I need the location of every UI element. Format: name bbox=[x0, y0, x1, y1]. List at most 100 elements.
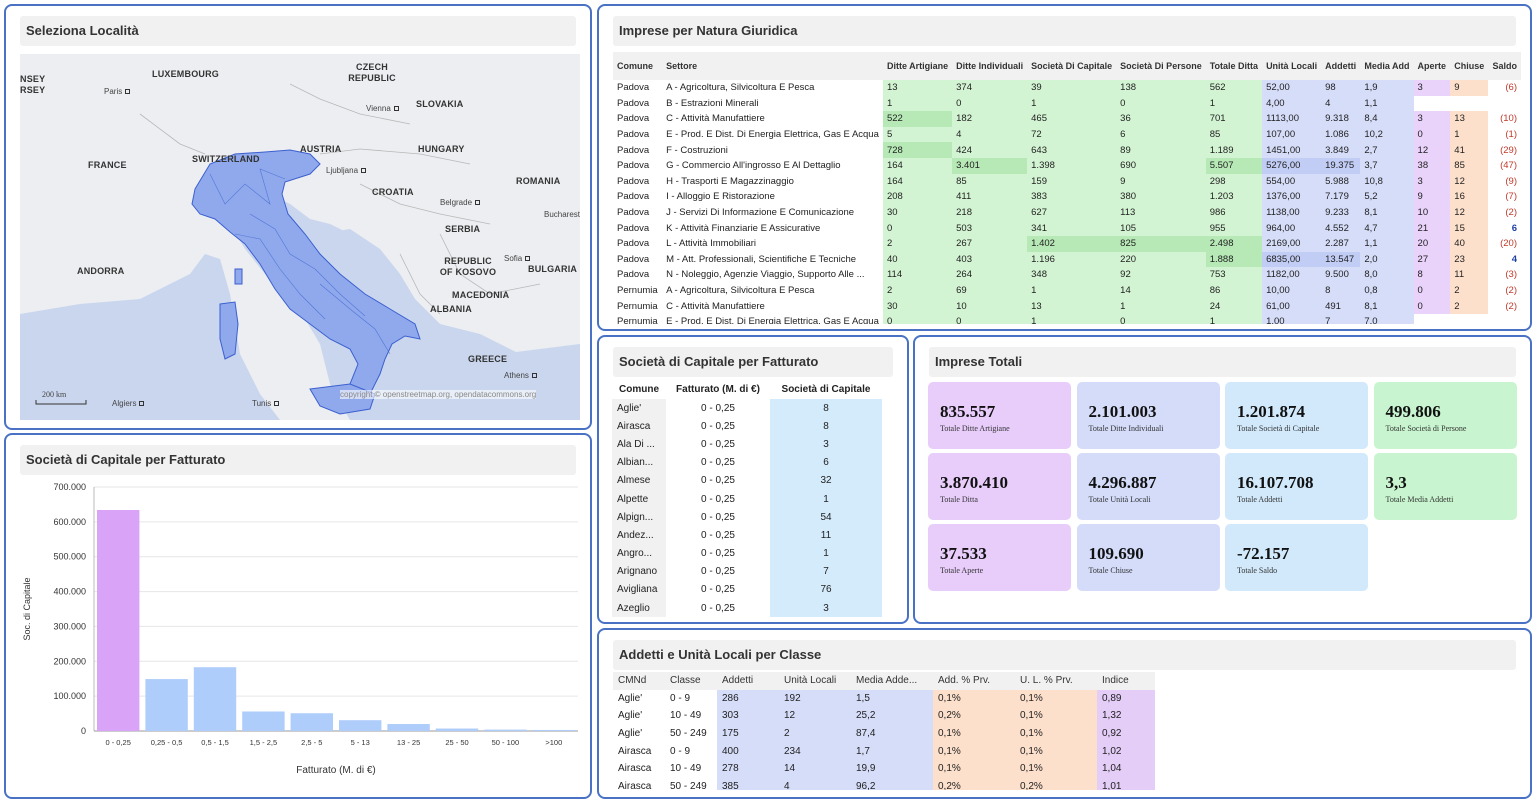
table-row[interactable]: Almese 0 - 0,25 32 bbox=[612, 471, 882, 490]
natura-header-cell[interactable]: Unità Locali bbox=[1262, 52, 1322, 80]
table-cell: 1451,00 bbox=[1262, 142, 1322, 158]
table-cell: 690 bbox=[1116, 157, 1206, 174]
bar[interactable] bbox=[435, 728, 479, 731]
addetti-header-cell[interactable]: Media Adde... bbox=[851, 672, 933, 690]
table-row[interactable]: Airasca 0 - 0,25 8 bbox=[612, 417, 882, 436]
table-cell: 27 bbox=[1413, 251, 1451, 268]
addetti-header-cell[interactable]: Unità Locali bbox=[779, 672, 851, 690]
table-row[interactable]: Alpette 0 - 0,25 1 bbox=[612, 489, 882, 509]
natura-header-cell[interactable]: Società Di Persone bbox=[1116, 52, 1206, 80]
table-row[interactable]: Pernumia C - Attività Manufattiere 30 10 13 1… bbox=[613, 298, 1521, 314]
table-row[interactable]: Pernumia E - Prod. E Dist. Di Energia Ele… bbox=[613, 313, 1521, 324]
table-cell: N - Noleggio, Agenzie Viaggio, Supporto … bbox=[666, 269, 865, 281]
map-city-sofia: Sofia bbox=[504, 254, 531, 263]
table-row[interactable]: Airasca 50 - 249 385 4 96,2 0,2% 0,2% 1,01 bbox=[613, 777, 1155, 790]
kpi-value: -72.157 bbox=[1237, 544, 1290, 563]
addetti-header-cell[interactable]: U. L. % Prv. bbox=[1015, 672, 1097, 690]
addetti-header-cell[interactable]: Add. % Prv. bbox=[933, 672, 1015, 690]
bar[interactable] bbox=[484, 729, 527, 731]
table-row[interactable]: Arignano 0 - 0,25 7 bbox=[612, 562, 882, 581]
map-label-greece: GREECE bbox=[468, 354, 508, 364]
table-row[interactable]: Padova F - Costruzioni 728 424 643 89 1.189 145… bbox=[613, 142, 1521, 158]
bar[interactable] bbox=[339, 720, 382, 731]
natura-header-cell[interactable]: Media Add bbox=[1360, 52, 1414, 80]
natura-header-cell[interactable]: Saldo bbox=[1488, 52, 1521, 80]
table-row[interactable]: Airasca 10 - 49 278 14 19,9 0,1% 0,1% 1,04 bbox=[613, 759, 1155, 778]
table-row[interactable]: Avigliana 0 - 0,25 76 bbox=[612, 580, 882, 600]
addetti-header-cell[interactable]: Addetti bbox=[717, 672, 779, 690]
natura-table-scroll[interactable]: Comune Settore Ditte Artigiane Ditte Indivi… bbox=[613, 52, 1521, 324]
table-cell: 0 - 0,25 bbox=[701, 584, 735, 596]
x-axis-label: Fatturato (M. di €) bbox=[296, 765, 375, 776]
table-row[interactable]: Ala Di ... 0 - 0,25 3 bbox=[612, 435, 882, 454]
fatturato-header-cell[interactable]: Fatturato (M. di €) bbox=[666, 379, 770, 399]
table-cell: 12 bbox=[1450, 173, 1489, 190]
table-cell: 12 bbox=[779, 707, 851, 725]
fatturato-header-cell[interactable]: Comune bbox=[612, 379, 666, 399]
table-cell: 5 bbox=[882, 126, 953, 143]
table-cell: 89 bbox=[1116, 142, 1206, 158]
table-row[interactable]: Aglie' 10 - 49 303 12 25,2 0,2% 0,1% 1,32 bbox=[613, 707, 1155, 725]
table-row[interactable]: Padova A - Agricoltura, Silvicoltura E Pe… bbox=[613, 80, 1521, 96]
table-cell: 20 bbox=[1413, 235, 1451, 252]
addetti-header-cell[interactable]: Classe bbox=[665, 672, 717, 690]
table-row[interactable]: Padova H - Trasporti E Magazzinaggio 164 85… bbox=[613, 173, 1521, 190]
table-cell: 491 bbox=[1321, 298, 1361, 314]
addetti-header-cell[interactable]: CMNd bbox=[613, 672, 665, 690]
natura-header-cell[interactable]: Aperte bbox=[1413, 52, 1451, 80]
table-row[interactable]: Alpign... 0 - 0,25 54 bbox=[612, 508, 882, 527]
table-cell: 303 bbox=[717, 707, 779, 725]
table-row[interactable]: Padova G - Commercio All'ingrosso E Al De… bbox=[613, 157, 1521, 174]
table-row[interactable]: Padova J - Servizi Di Informazione E Comu… bbox=[613, 204, 1521, 221]
table-row[interactable]: Albian... 0 - 0,25 6 bbox=[612, 453, 882, 472]
table-row[interactable]: Airasca 0 - 9 400 234 1,7 0,1% 0,1% 1,02 bbox=[613, 742, 1155, 760]
natura-header-cell[interactable]: Società Di Capitale bbox=[1027, 52, 1117, 80]
table-cell: (9) bbox=[1505, 175, 1517, 187]
y-tick-label: 100.000 bbox=[53, 691, 86, 701]
table-row[interactable]: Angro... 0 - 0,25 1 bbox=[612, 544, 882, 563]
table-cell: 1,5 bbox=[851, 689, 933, 708]
table-row[interactable]: Padova N - Noleggio, Agenzie Viaggio, Sup… bbox=[613, 267, 1521, 283]
natura-header-cell[interactable]: Totale Ditta bbox=[1205, 52, 1263, 80]
table-row[interactable]: Padova B - Estrazioni Minerali 1 0 1 0 1 4,00 4 1… bbox=[613, 95, 1521, 112]
table-row[interactable]: Aglie' 50 - 249 175 2 87,4 0,1% 0,1% 0,92 bbox=[613, 724, 1155, 743]
natura-header-cell[interactable]: Ditte Artigiane bbox=[882, 52, 953, 80]
table-row[interactable]: Pernumia A - Agricoltura, Silvicoltura E … bbox=[613, 282, 1521, 299]
table-cell bbox=[1450, 313, 1489, 324]
bar[interactable] bbox=[532, 729, 575, 731]
table-cell: 1.086 bbox=[1321, 126, 1361, 143]
table-row[interactable]: Padova C - Attività Manufattiere 522 182 465… bbox=[613, 111, 1521, 127]
table-row[interactable]: Padova E - Prod. E Dist. Di Energia Elett… bbox=[613, 126, 1521, 143]
map-area[interactable]: NSEY RSEY LUXEMBOURG CZECH REPUBLIC SLOV… bbox=[20, 54, 580, 420]
table-row[interactable]: Padova L - Attività Immobiliari 2 267 1.402 8… bbox=[613, 235, 1521, 252]
addetti-header-cell[interactable]: Indice bbox=[1097, 672, 1155, 690]
table-row[interactable]: Padova M - Att. Professionali, Scientific… bbox=[613, 251, 1521, 268]
bar[interactable] bbox=[387, 724, 430, 731]
natura-header-cell[interactable]: Ditte Individuali bbox=[952, 52, 1028, 80]
map-scale: 200 km bbox=[42, 390, 67, 399]
table-row[interactable]: Padova I - Alloggio E Ristorazione 208 411 3… bbox=[613, 189, 1521, 205]
table-row[interactable]: Andez... 0 - 0,25 11 bbox=[612, 526, 882, 545]
table-cell: 8 bbox=[770, 417, 882, 436]
table-row[interactable]: Aglie' 0 - 0,25 8 bbox=[612, 399, 882, 418]
bar[interactable] bbox=[193, 667, 237, 731]
natura-header-cell[interactable]: Settore bbox=[662, 52, 883, 80]
fatturato-header-cell[interactable]: Società di Capitale bbox=[770, 379, 882, 399]
table-cell: (2) bbox=[1505, 300, 1517, 312]
table-row[interactable]: Padova K - Attività Finanziarie E Assicur… bbox=[613, 220, 1521, 236]
bar[interactable] bbox=[97, 510, 140, 731]
natura-header-cell[interactable]: Comune bbox=[613, 52, 663, 80]
table-cell: 0 bbox=[1413, 298, 1451, 314]
table-cell: 1182,00 bbox=[1262, 267, 1322, 283]
bar[interactable] bbox=[290, 713, 333, 731]
table-cell: 1 bbox=[1027, 282, 1117, 299]
addetti-table-scroll[interactable]: CMNd Classe Addetti Unità Locali Media Adde.… bbox=[613, 672, 1155, 790]
bar[interactable] bbox=[242, 711, 285, 731]
natura-header-cell[interactable]: Addetti bbox=[1321, 52, 1361, 80]
table-row[interactable]: Aglie' 0 - 9 286 192 1,5 0,1% 0,1% 0,89 bbox=[613, 689, 1155, 708]
table-cell: 87,4 bbox=[851, 724, 933, 743]
table-cell: 5.507 bbox=[1205, 157, 1263, 174]
natura-header-cell[interactable]: Chiuse bbox=[1450, 52, 1489, 80]
bar[interactable] bbox=[145, 679, 188, 731]
table-row[interactable]: Azeglio 0 - 0,25 3 bbox=[612, 599, 882, 618]
